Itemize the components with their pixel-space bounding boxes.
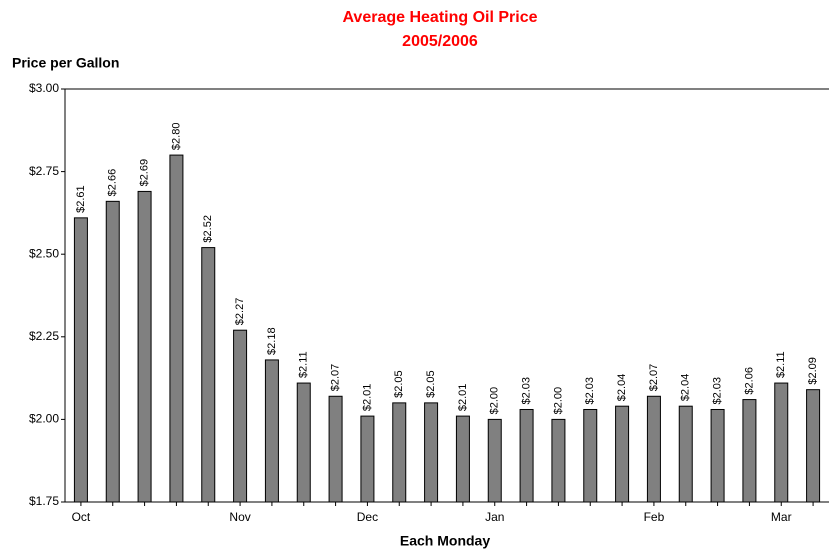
bar xyxy=(678,405,693,503)
chart-title: Average Heating Oil Price xyxy=(342,9,537,26)
bar xyxy=(73,217,88,503)
bar xyxy=(169,154,184,503)
bar xyxy=(646,395,661,503)
value-label: $2.05 xyxy=(393,370,405,398)
y-tick-label: $2.25 xyxy=(29,329,59,343)
bar xyxy=(806,389,821,503)
x-tick-label: Jan xyxy=(485,510,504,524)
value-label: $2.01 xyxy=(457,384,469,412)
bar xyxy=(201,247,216,503)
y-tick-label: $3.00 xyxy=(29,81,59,95)
bar xyxy=(742,399,757,503)
bar xyxy=(264,359,279,503)
bar xyxy=(296,382,311,503)
value-label: $2.11 xyxy=(298,351,310,378)
bar xyxy=(774,382,789,503)
bar xyxy=(424,402,439,503)
y-axis-title: Price per Gallon xyxy=(12,55,119,71)
value-label: $2.52 xyxy=(202,215,214,243)
bar xyxy=(105,200,120,503)
bar xyxy=(455,415,470,503)
value-label: $2.01 xyxy=(361,384,373,412)
bar xyxy=(710,408,725,503)
value-label: $2.04 xyxy=(680,374,692,402)
value-label: $2.00 xyxy=(489,387,501,415)
value-label: $2.61 xyxy=(75,185,87,213)
value-label: $2.03 xyxy=(520,377,532,405)
y-tick-label: $2.50 xyxy=(29,246,59,260)
chart-subtitle: 2005/2006 xyxy=(402,33,478,50)
value-label: $2.06 xyxy=(743,367,755,395)
value-label: $2.04 xyxy=(616,374,628,402)
bar xyxy=(551,418,566,503)
bar xyxy=(487,418,502,503)
value-label: $2.27 xyxy=(234,298,246,326)
x-tick-label: Nov xyxy=(229,510,250,524)
x-tick-label: Oct xyxy=(72,510,91,524)
value-label: $2.00 xyxy=(552,387,564,415)
bar xyxy=(392,402,407,503)
bar xyxy=(233,329,248,503)
bar xyxy=(137,190,152,503)
value-label: $2.80 xyxy=(170,123,182,151)
x-tick-label: Feb xyxy=(644,510,665,524)
x-tick-label: Mar xyxy=(771,510,792,524)
value-label: $2.18 xyxy=(266,327,278,355)
x-tick-label: Dec xyxy=(357,510,378,524)
y-tick-label: $2.75 xyxy=(29,164,59,178)
y-tick-label: $2.00 xyxy=(29,412,59,426)
bar xyxy=(583,408,598,503)
value-label: $2.03 xyxy=(584,377,596,405)
bar xyxy=(519,408,534,503)
value-label: $2.66 xyxy=(107,169,119,197)
value-label: $2.09 xyxy=(807,357,819,385)
y-tick-label: $1.75 xyxy=(29,494,59,508)
value-label: $2.03 xyxy=(711,377,723,405)
value-label: $2.69 xyxy=(138,159,150,187)
value-label: $2.11 xyxy=(775,351,787,378)
x-axis-title: Each Monday xyxy=(400,533,490,549)
bar xyxy=(615,405,630,503)
value-label: $2.07 xyxy=(329,364,341,392)
value-label: $2.05 xyxy=(425,370,437,398)
value-label: $2.07 xyxy=(648,364,660,392)
bar xyxy=(328,395,343,503)
bar xyxy=(360,415,375,503)
